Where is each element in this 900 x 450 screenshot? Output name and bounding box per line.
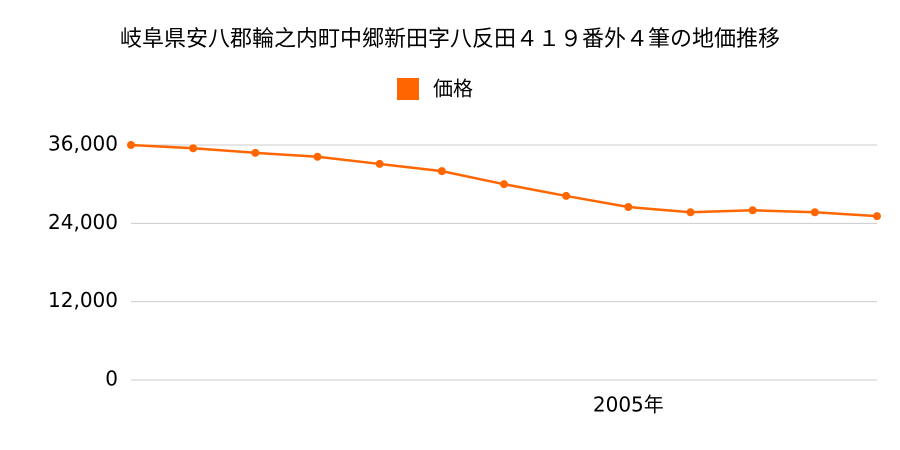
y-tick-label: 36,000 [48, 132, 118, 156]
y-tick-label: 0 [105, 367, 118, 391]
data-point [562, 191, 571, 200]
data-point [437, 167, 446, 176]
chart-title: 岐阜県安八郡輪之内町中郷新田字八反田４１９番外４筆の地価推移 [120, 27, 780, 52]
data-point [686, 208, 695, 217]
data-point [500, 180, 508, 189]
data-point [313, 152, 322, 161]
data-point [189, 144, 198, 153]
legend-swatch [397, 78, 419, 100]
data-point [127, 141, 135, 149]
data-point [375, 159, 384, 168]
x-tick-label: 2005年 [593, 393, 664, 417]
y-tick-label: 12,000 [48, 288, 118, 312]
data-point [624, 203, 633, 212]
data-point [810, 208, 819, 217]
data-point [251, 148, 260, 157]
legend-label: 価格 [433, 77, 473, 101]
data-point [873, 212, 881, 221]
y-tick-label: 24,000 [48, 210, 118, 234]
data-point [748, 206, 757, 215]
